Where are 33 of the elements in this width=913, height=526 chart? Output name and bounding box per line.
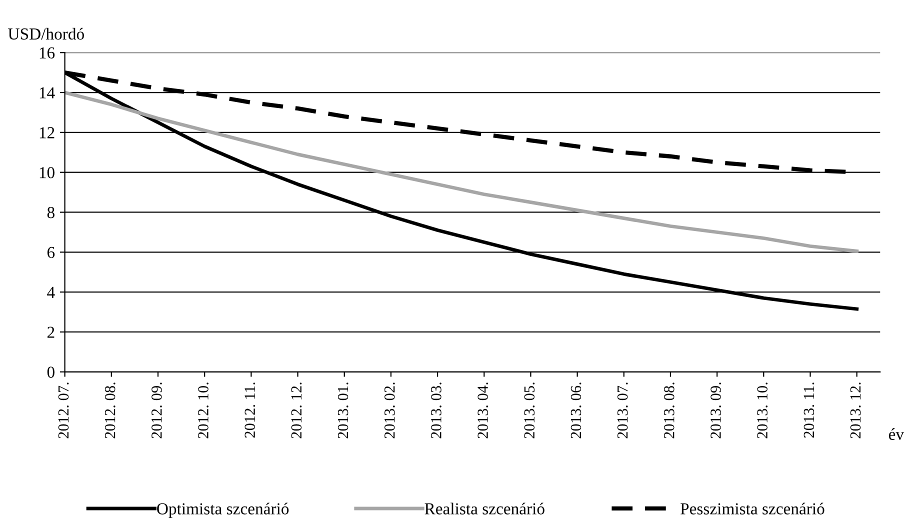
- x-tick-label: 2013. 10.: [757, 382, 768, 438]
- x-tick-label: 2013. 07.: [617, 382, 628, 438]
- x-tick-label: 2013. 11.: [804, 382, 814, 438]
- x-tick-label: 2013. 08.: [664, 382, 674, 438]
- y-tick-label: 2: [48, 326, 54, 338]
- y-tick-label: 16: [40, 47, 55, 59]
- y-tick-label: 12: [40, 127, 54, 138]
- x-tick-label: 2013. 04.: [478, 382, 488, 438]
- x-tick-label: 2013. 06.: [570, 382, 582, 438]
- y-tick-label: 10: [40, 167, 54, 178]
- x-tick-label: 2013. 05.: [524, 382, 535, 438]
- x-tick-label: 2013. 03.: [431, 382, 442, 438]
- x-tick-label: 2012. 10.: [198, 382, 208, 438]
- x-tick-label: 2013. 01.: [338, 382, 348, 438]
- x-tick-label: 2012. 11.: [244, 382, 256, 438]
- x-tick-label: 2012. 07.: [58, 382, 69, 438]
- legend-label: Optimista szcenárió: [157, 502, 289, 518]
- x-axis-title: év: [888, 428, 904, 440]
- y-tick-label: 14: [40, 87, 55, 98]
- x-tick-label: 2013. 02.: [384, 382, 395, 438]
- y-tick-label: 6: [47, 246, 55, 258]
- x-tick-label: 2013. 09.: [710, 382, 721, 438]
- legend-label: Realista szcenárió: [424, 502, 544, 514]
- legend-label: Pesszimista szcenárió: [680, 502, 824, 514]
- x-tick-label: 2013. 12.: [850, 382, 861, 438]
- y-tick-label: 8: [47, 206, 54, 218]
- y-tick-label: 4: [47, 286, 55, 298]
- x-tick-label: 2012. 08.: [104, 382, 116, 438]
- y-axis-title: USD/hordó: [8, 28, 84, 40]
- x-tick-label: 2012. 12.: [291, 382, 302, 438]
- y-tick-label: 0: [47, 366, 54, 378]
- x-tick-label: 2012. 09.: [152, 382, 162, 438]
- line-series: [64, 90, 859, 253]
